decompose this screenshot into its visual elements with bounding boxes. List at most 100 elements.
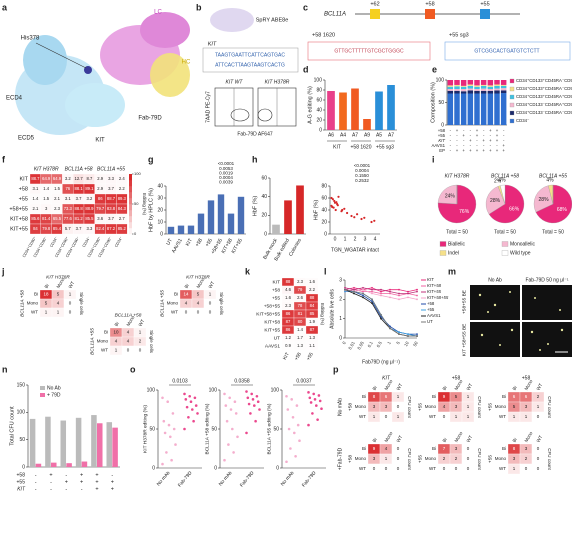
dot bbox=[188, 394, 191, 398]
cell-value: 2.6 bbox=[297, 295, 303, 300]
x-tick-label: 0 bbox=[341, 340, 347, 345]
pie-slice bbox=[533, 185, 554, 213]
side-label: Single cells bbox=[149, 330, 154, 354]
row-label: +58+55 BE bbox=[461, 290, 467, 314]
cell-value: 2 bbox=[139, 339, 142, 344]
structure-label: His378 bbox=[21, 36, 40, 42]
dot bbox=[233, 400, 237, 404]
cell-value: 86 bbox=[98, 196, 103, 201]
dot bbox=[336, 204, 339, 207]
row-label: Mono bbox=[355, 456, 367, 461]
stack-segment bbox=[487, 90, 494, 94]
dot bbox=[258, 408, 261, 411]
bar bbox=[66, 463, 72, 467]
point bbox=[371, 290, 373, 293]
row-label: WT bbox=[359, 466, 366, 471]
cell-value: 1 bbox=[57, 310, 60, 315]
point bbox=[398, 294, 400, 297]
stack-segment bbox=[460, 85, 467, 87]
side-label: CFU count bbox=[477, 448, 482, 470]
group-label: BCL11A +58 bbox=[65, 166, 93, 172]
condition-label: AAVS1 bbox=[431, 143, 445, 148]
y-tick-label: 60 bbox=[316, 97, 322, 103]
heat-cell bbox=[391, 411, 405, 423]
legend-label: AAVS1 bbox=[427, 313, 441, 318]
dot bbox=[165, 451, 168, 454]
x-tick-label: UT bbox=[165, 238, 174, 247]
bar bbox=[112, 427, 118, 467]
side-label: CFU count bbox=[477, 396, 482, 418]
stack-segment bbox=[480, 93, 487, 125]
pie-slice bbox=[488, 184, 525, 224]
cell-value: 0 bbox=[443, 414, 446, 419]
point bbox=[362, 294, 364, 297]
col-label: Bi bbox=[512, 385, 518, 391]
point bbox=[416, 335, 418, 337]
y-tick-label: 20 bbox=[157, 207, 163, 213]
dot bbox=[245, 390, 248, 393]
dot bbox=[249, 412, 252, 415]
cell-value: 79.8 bbox=[42, 226, 51, 231]
x-tick-label: Fab-79D bbox=[301, 470, 318, 489]
y-axis-label: Total CFU count bbox=[9, 406, 15, 446]
panel-label: d bbox=[303, 64, 309, 74]
condition-sign: - bbox=[81, 486, 83, 492]
group-label: +55 sg3 bbox=[376, 144, 394, 150]
cell-value: 4 bbox=[185, 301, 188, 306]
condition-sign: + bbox=[469, 138, 472, 143]
cell-value: 3.2 bbox=[86, 196, 92, 201]
row-label: Bi bbox=[432, 446, 436, 451]
cell-value: 0 bbox=[537, 456, 540, 461]
point bbox=[398, 331, 400, 334]
cell-value: 1.5 bbox=[43, 196, 49, 201]
dot bbox=[166, 400, 169, 404]
dot bbox=[298, 439, 301, 443]
cell-value: 3.7 bbox=[108, 216, 114, 221]
x-tick-label: 1 bbox=[386, 340, 392, 345]
cell-value: 87 bbox=[286, 319, 291, 324]
legend-label: CD34⁺CD133⁺CD45RA⁺CD90⁻ bbox=[516, 94, 572, 99]
y-tick-label: 2 bbox=[339, 297, 342, 303]
legend-label: Wild type bbox=[510, 250, 531, 256]
condition-sign: - bbox=[456, 138, 458, 143]
panel-label: b bbox=[196, 2, 202, 12]
cell-value: 4 bbox=[57, 301, 60, 306]
stack-segment bbox=[467, 88, 474, 91]
data-label: 4% bbox=[546, 178, 554, 184]
cell-value: 6 bbox=[525, 394, 528, 399]
condition-sign: - bbox=[476, 138, 478, 143]
col-label: Bi bbox=[372, 437, 378, 443]
y-title: BCL11A +55 bbox=[89, 328, 95, 355]
colorbar-label: 50 bbox=[134, 201, 139, 206]
point bbox=[344, 290, 346, 293]
stack-segment bbox=[447, 80, 454, 86]
y-tick-label: 100 bbox=[436, 77, 445, 83]
cell-value: 3 bbox=[513, 456, 516, 461]
dot bbox=[223, 392, 226, 396]
cell-value: 0 bbox=[467, 466, 470, 471]
y-tick-label: 80 bbox=[321, 183, 327, 189]
point bbox=[398, 298, 400, 301]
stack-segment bbox=[447, 86, 454, 89]
row-label: KIT+55 bbox=[264, 327, 280, 333]
cell-value: 78 bbox=[298, 303, 303, 308]
stack-segment bbox=[460, 93, 467, 125]
condition-sign: + bbox=[456, 148, 459, 153]
cell-value: 65.5 bbox=[53, 216, 62, 221]
x-tick-label: A7 bbox=[352, 132, 358, 138]
y-tick-label: 30 bbox=[157, 195, 163, 201]
p-value: 0.0358 bbox=[234, 378, 250, 384]
row-label: WT bbox=[429, 466, 436, 471]
condition-sign: + bbox=[95, 472, 98, 478]
condition-label: +Fab-79D bbox=[337, 447, 343, 470]
series-line bbox=[344, 289, 417, 337]
cell-value: 85.4 bbox=[53, 226, 62, 231]
point bbox=[353, 290, 355, 293]
cell-value: 3.3 bbox=[86, 226, 92, 231]
col-label: CD34⁻ bbox=[82, 236, 91, 248]
cell-value: 79 bbox=[298, 287, 303, 292]
guide-label: +55 sg3 bbox=[449, 32, 469, 38]
heat-cell bbox=[63, 307, 77, 318]
dot bbox=[227, 443, 230, 446]
y-tick-label: 0 bbox=[214, 465, 217, 471]
